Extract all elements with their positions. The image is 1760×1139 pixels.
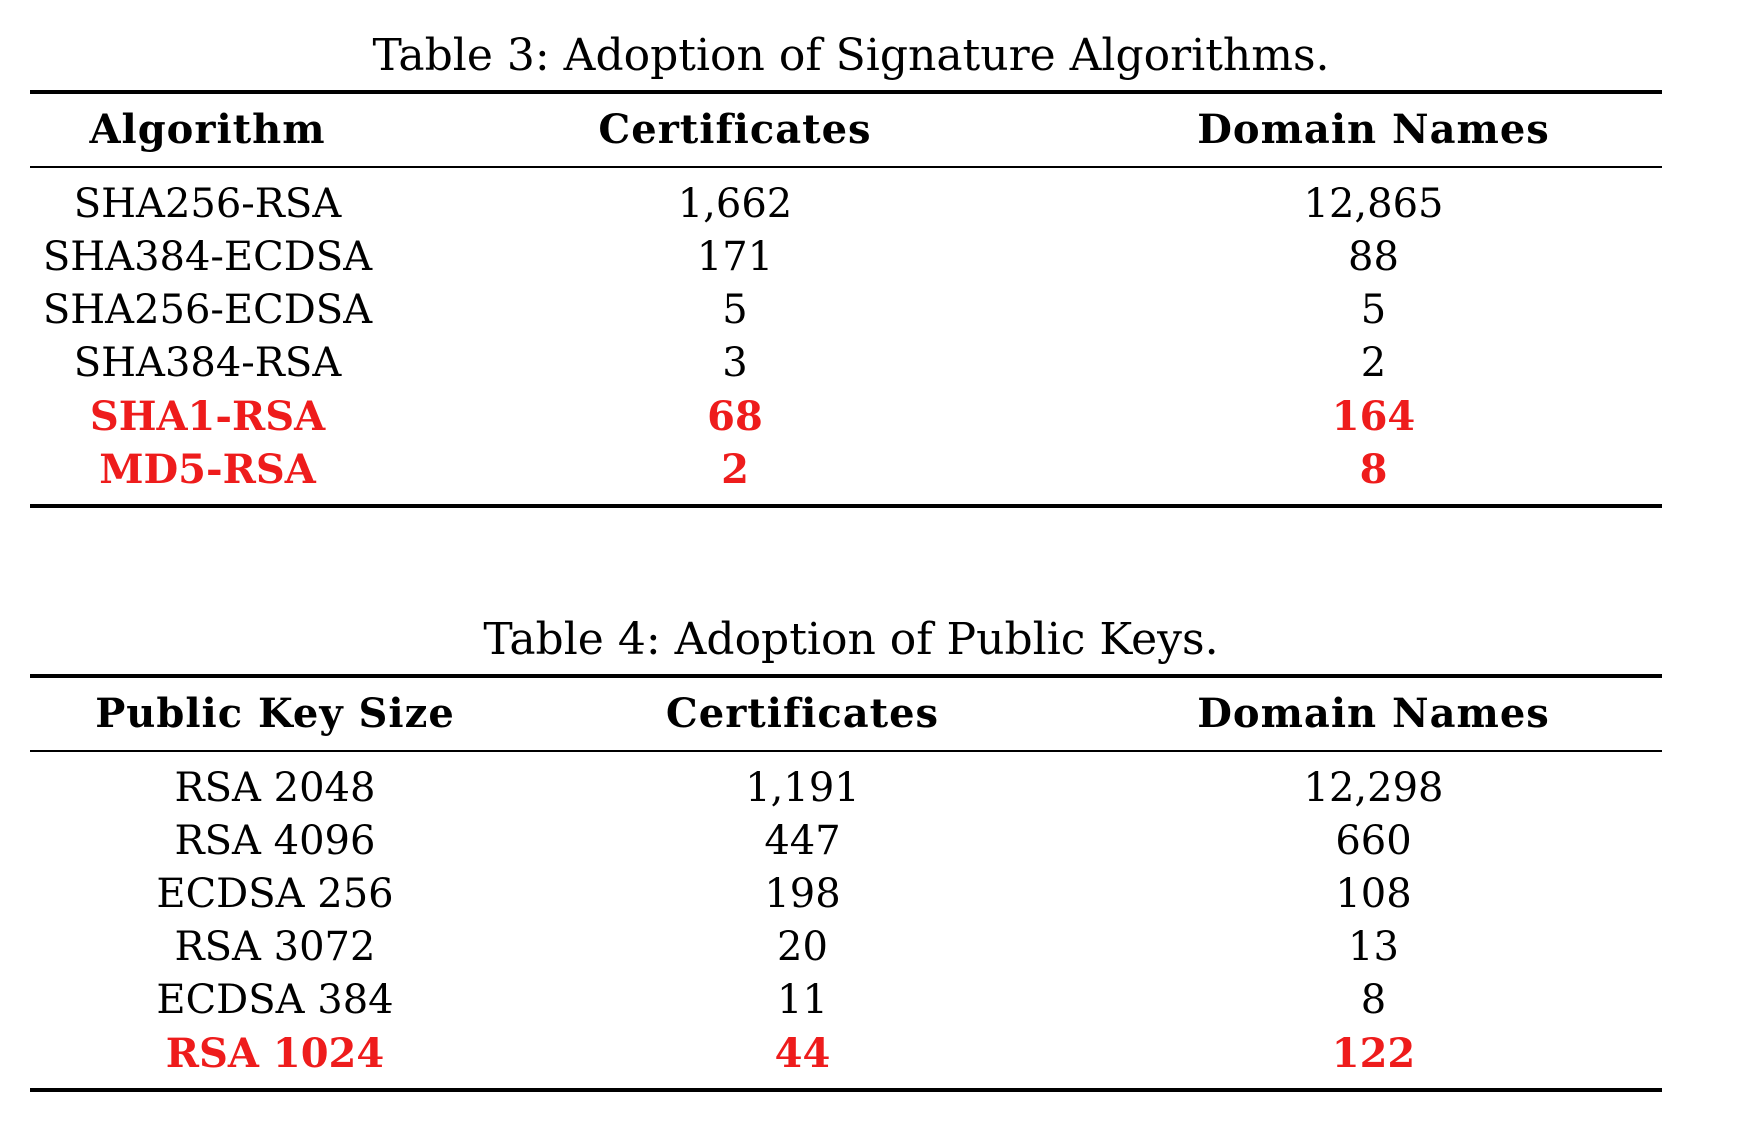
cell-algorithm: SHA1-RSA bbox=[89, 393, 326, 440]
cell-algorithm: MD5-RSA bbox=[99, 446, 316, 493]
table-row: RSA 3072 20 13 bbox=[30, 921, 1662, 974]
cell-certificates: 20 bbox=[777, 924, 828, 970]
table-row: SHA256-RSA 1,662 12,865 bbox=[30, 168, 1662, 231]
table-row: SHA384-ECDSA 171 88 bbox=[30, 231, 1662, 284]
table-caption: Table 4: Adoption of Public Keys. bbox=[483, 614, 1219, 665]
cell-public-key-size: RSA 2048 bbox=[174, 765, 376, 811]
table-caption: Table 3: Adoption of Signature Algorithm… bbox=[372, 30, 1330, 81]
header-domain-names: Domain Names bbox=[1197, 106, 1550, 153]
cell-domain-names: 108 bbox=[1335, 871, 1412, 917]
signature-algorithms-table: Table 3: Adoption of Signature Algorithm… bbox=[30, 26, 1662, 508]
cell-certificates: 3 bbox=[722, 340, 748, 386]
mid-rule bbox=[30, 750, 1662, 752]
bottom-rule bbox=[30, 1088, 1662, 1092]
cell-domain-names: 660 bbox=[1335, 818, 1412, 864]
public-keys-table: Table 4: Adoption of Public Keys. Public… bbox=[30, 610, 1662, 1092]
header-domain-names: Domain Names bbox=[1197, 690, 1550, 737]
table-row: RSA 4096 447 660 bbox=[30, 815, 1662, 868]
header-algorithm: Algorithm bbox=[89, 106, 326, 153]
table-row-highlighted: SHA1-RSA 68 164 bbox=[30, 390, 1662, 443]
header-row: Algorithm Certificates Domain Names bbox=[30, 94, 1662, 166]
cell-certificates: 5 bbox=[722, 287, 748, 333]
header-row: Public Key Size Certificates Domain Name… bbox=[30, 678, 1662, 750]
cell-certificates: 1,191 bbox=[745, 765, 860, 811]
bottom-rule bbox=[30, 504, 1662, 508]
cell-certificates: 447 bbox=[764, 818, 841, 864]
cell-certificates: 44 bbox=[774, 1030, 831, 1077]
table-row-highlighted: RSA 1024 44 122 bbox=[30, 1027, 1662, 1088]
cell-domain-names: 12,298 bbox=[1303, 765, 1444, 811]
cell-certificates: 11 bbox=[777, 977, 828, 1023]
cell-domain-names: 122 bbox=[1331, 1030, 1416, 1077]
table-row: SHA384-RSA 3 2 bbox=[30, 337, 1662, 390]
cell-domain-names: 2 bbox=[1360, 340, 1387, 386]
top-rule bbox=[30, 90, 1662, 94]
cell-algorithm: SHA384-ECDSA bbox=[42, 234, 373, 280]
cell-public-key-size: RSA 1024 bbox=[165, 1030, 385, 1077]
cell-domain-names: 88 bbox=[1348, 234, 1399, 280]
table-body: SHA256-RSA 1,662 12,865 SHA384-ECDSA 171… bbox=[30, 168, 1662, 504]
cell-certificates: 1,662 bbox=[677, 181, 793, 227]
cell-public-key-size: RSA 3072 bbox=[174, 924, 376, 970]
top-rule bbox=[30, 674, 1662, 678]
table-body: RSA 2048 1,191 12,298 RSA 4096 447 660 E… bbox=[30, 752, 1662, 1088]
table: Algorithm Certificates Domain Names bbox=[30, 94, 1662, 166]
table-row: ECDSA 256 198 108 bbox=[30, 868, 1662, 921]
cell-public-key-size: ECDSA 256 bbox=[156, 871, 394, 917]
cell-domain-names: 5 bbox=[1360, 287, 1387, 333]
cell-certificates: 198 bbox=[764, 871, 841, 917]
header-certificates: Certificates bbox=[665, 690, 940, 737]
cell-domain-names: 13 bbox=[1348, 924, 1399, 970]
cell-domain-names: 8 bbox=[1359, 446, 1388, 493]
cell-public-key-size: ECDSA 384 bbox=[156, 977, 394, 1023]
cell-public-key-size: RSA 4096 bbox=[174, 818, 376, 864]
cell-algorithm: SHA256-RSA bbox=[73, 181, 342, 227]
header-public-key-size: Public Key Size bbox=[95, 690, 455, 737]
cell-certificates: 2 bbox=[721, 446, 749, 493]
table-row: ECDSA 384 11 8 bbox=[30, 974, 1662, 1027]
table-row: RSA 2048 1,191 12,298 bbox=[30, 752, 1662, 815]
cell-certificates: 68 bbox=[707, 393, 763, 440]
table-row: SHA256-ECDSA 5 5 bbox=[30, 284, 1662, 337]
mid-rule bbox=[30, 166, 1662, 168]
header-certificates: Certificates bbox=[598, 106, 872, 153]
cell-domain-names: 164 bbox=[1331, 393, 1416, 440]
cell-domain-names: 12,865 bbox=[1303, 181, 1444, 227]
cell-domain-names: 8 bbox=[1360, 977, 1387, 1023]
cell-algorithm: SHA384-RSA bbox=[73, 340, 342, 386]
cell-algorithm: SHA256-ECDSA bbox=[42, 287, 373, 333]
table: Public Key Size Certificates Domain Name… bbox=[30, 678, 1662, 750]
cell-certificates: 171 bbox=[696, 234, 774, 280]
table-row-highlighted: MD5-RSA 2 8 bbox=[30, 443, 1662, 504]
